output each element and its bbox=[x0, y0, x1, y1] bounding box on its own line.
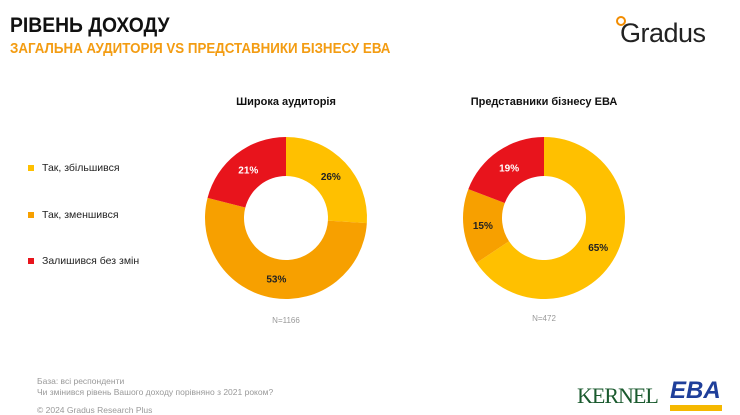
legend-swatch bbox=[28, 165, 34, 171]
eba-logo-text: EBA bbox=[670, 377, 721, 404]
footer-copyright: © 2024 Gradus Research Plus bbox=[37, 405, 153, 415]
donut-slice bbox=[286, 137, 367, 224]
data-label: 15% bbox=[473, 221, 493, 232]
data-label: 19% bbox=[499, 163, 519, 174]
kernel-logo: KERNEL bbox=[577, 383, 659, 408]
donut-slice bbox=[205, 197, 367, 299]
data-label: 65% bbox=[588, 243, 608, 254]
donut-slice bbox=[468, 137, 544, 204]
footer-question: Чи змінився рівень Вашого доходу порівня… bbox=[37, 387, 274, 397]
donut-slice bbox=[476, 137, 626, 300]
data-label: 26% bbox=[321, 172, 341, 183]
legend-item-decreased: Так, зменшився bbox=[28, 209, 119, 221]
data-label: 21% bbox=[238, 165, 258, 176]
footer-base: База: всі респонденти bbox=[37, 376, 125, 386]
data-label: 53% bbox=[266, 275, 286, 286]
eba-logo: EBA bbox=[670, 378, 722, 412]
gradus-logo: Gradus bbox=[616, 16, 706, 49]
logo-text: Gradus bbox=[620, 18, 706, 48]
sample-size-general: N=1166 bbox=[272, 316, 300, 325]
logo-dot-icon bbox=[616, 16, 626, 26]
legend-item-increased: Так, збільшився bbox=[28, 162, 120, 174]
legend-swatch bbox=[28, 258, 34, 264]
page-subtitle: ЗАГАЛЬНА АУДИТОРІЯ VS ПРЕДСТАВНИКИ БІЗНЕ… bbox=[10, 41, 391, 57]
chart-title-general: Широка аудиторія bbox=[236, 96, 336, 108]
legend-label: Так, збільшився bbox=[42, 162, 120, 174]
legend-swatch bbox=[28, 212, 34, 218]
eba-logo-bar bbox=[670, 405, 722, 411]
donut-slice bbox=[207, 137, 286, 208]
donut-slice bbox=[462, 189, 510, 263]
page-title: РІВЕНЬ ДОХОДУ bbox=[10, 14, 170, 37]
legend-label: Залишився без змін bbox=[42, 255, 140, 267]
legend-item-unchanged: Залишився без змін bbox=[28, 255, 139, 267]
chart-title-eba: Представники бізнесу ЕВА bbox=[470, 96, 618, 108]
legend-label: Так, зменшився bbox=[42, 209, 119, 221]
sample-size-eba: N=472 bbox=[532, 314, 556, 323]
